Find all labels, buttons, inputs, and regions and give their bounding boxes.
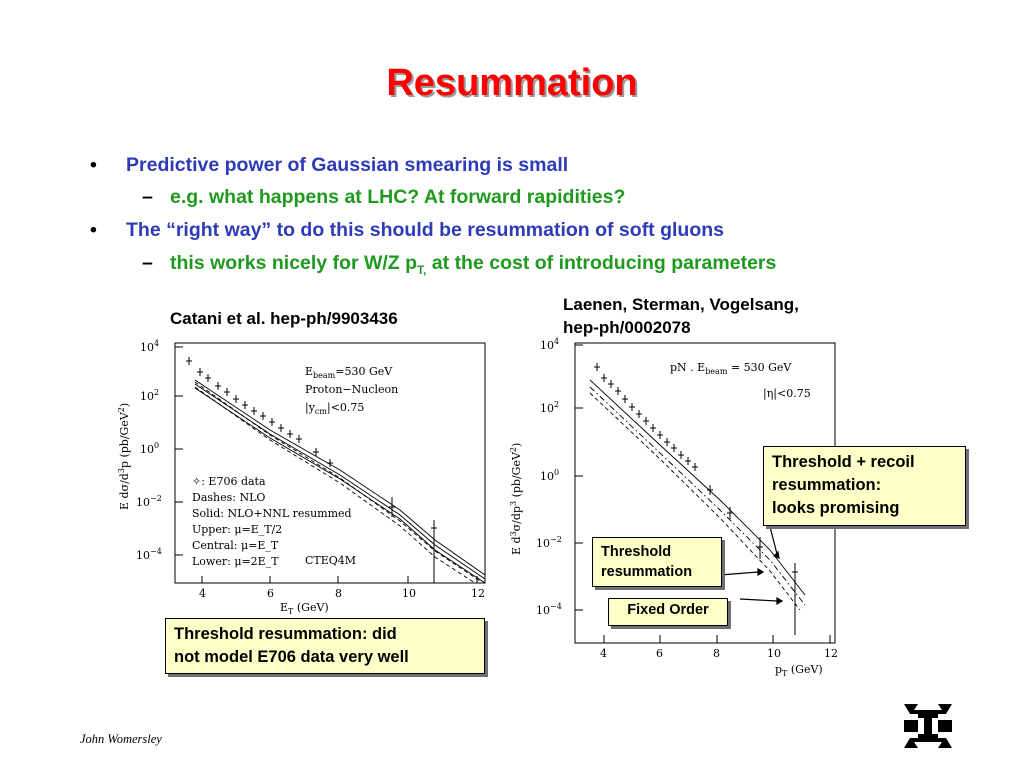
left-xtick-5: 12 [471, 587, 485, 600]
dash-mark: – [142, 186, 153, 208]
right-data-points [594, 363, 798, 635]
right-ytick-1: 104 [540, 337, 559, 352]
right-xtick-1: 4 [600, 647, 607, 660]
note-recoil-line-1: Threshold + recoil [772, 453, 915, 471]
left-xtick-1: 4 [199, 587, 206, 600]
bullet-2: • The “right way” to do this should be r… [90, 219, 725, 242]
sub-bullet-2-subscript: T, [417, 262, 427, 277]
left-ytick-4: 10−2 [136, 494, 162, 509]
note-threshold-recoil: Threshold + recoil resummation: looks pr… [763, 446, 966, 526]
right-info-eta: |η|<0.75 [763, 387, 811, 401]
left-ylabel: E dσ/d3p (pb/GeV2) [117, 403, 131, 510]
bullet-mark: • [90, 219, 97, 241]
right-annotation-arrows [719, 518, 784, 606]
note-recoil-line-2: resummation: [772, 476, 882, 494]
left-legend-upper: Upper: μ=E_T/2 [192, 523, 282, 536]
left-legend-data: ✧: E706 data [192, 475, 266, 488]
left-legend-lower: Lower: μ=2E_T [192, 555, 279, 568]
bullet-1-text: Predictive power of Gaussian smearing is… [126, 154, 569, 176]
note-threshold: Threshold resummation [592, 537, 722, 587]
left-figure-note: Threshold resummation: did not model E70… [165, 618, 485, 674]
left-xlabel: ET (GeV) [280, 601, 329, 615]
right-caption-line-1: Laenen, Sterman, Vogelsang, [563, 295, 799, 314]
left-data-points [186, 357, 437, 583]
left-info-rapidity: |ycm|<0.75 [305, 401, 364, 416]
left-legend-dashes: Dashes: NLO [192, 491, 265, 504]
sub-bullet-2-text-b: at the cost of introducing parameters [426, 252, 777, 274]
left-pdf-label: CTEQ4M [305, 554, 356, 567]
bullet-1: • Predictive power of Gaussian smearing … [90, 154, 569, 177]
sub-bullet-1: – e.g. what happens at LHC? At forward r… [142, 186, 626, 209]
note-threshold-line-2: resummation [601, 564, 693, 580]
left-info-proton: Proton−Nucleon [305, 383, 398, 396]
left-figure-plot: 104 102 100 10−2 10−4 4 6 8 10 12 ET (Ge… [117, 339, 486, 615]
bullet-2-text: The “right way” to do this should be res… [126, 219, 725, 241]
right-xtick-3: 8 [713, 647, 720, 660]
right-caption-line-2: hep-ph/0002078 [563, 318, 691, 337]
left-legend-central: Central: μ=E_T [192, 539, 279, 552]
right-xlabel: pT (GeV) [775, 663, 823, 678]
left-curves [194, 379, 486, 584]
right-curves [589, 379, 806, 611]
left-info-beam: Ebeam=530 GeV [305, 365, 393, 380]
left-ytick-2: 102 [140, 388, 159, 403]
left-xtick-2: 6 [267, 587, 274, 600]
right-ytick-4: 10−2 [536, 535, 562, 550]
left-figure-caption: Catani et al. hep-ph/9903436 [170, 309, 398, 328]
bullet-mark: • [90, 154, 97, 176]
left-ytick-1: 104 [140, 339, 159, 354]
dash-mark: – [142, 252, 153, 274]
left-ytick-3: 100 [140, 441, 159, 456]
right-ylabel: E d3σ/dp3 (pb/GeV2) [509, 443, 523, 555]
sub-bullet-2-text-a: this works nicely for W/Z p [170, 252, 418, 274]
right-xtick-2: 6 [656, 647, 663, 660]
note-recoil-line-3: looks promising [772, 499, 900, 517]
left-ytick-5: 10−4 [136, 547, 162, 562]
left-xtick-4: 10 [402, 587, 416, 600]
page-title: Resummation [386, 62, 638, 104]
sub-bullet-2: – this works nicely for W/Z pT, at the c… [142, 252, 777, 277]
left-note-line-2: not model E706 data very well [174, 648, 409, 666]
note-threshold-line-1: Threshold [601, 544, 672, 560]
left-note-line-1: Threshold resummation: did [174, 625, 397, 643]
right-xtick-5: 12 [824, 647, 838, 660]
right-ytick-5: 10−4 [536, 602, 562, 617]
right-figure-caption: Laenen, Sterman, Vogelsang, hep-ph/00020… [563, 293, 799, 339]
fermilab-logo-icon [904, 704, 952, 748]
left-xtick-3: 8 [335, 587, 342, 600]
sub-bullet-1-text: e.g. what happens at LHC? At forward rap… [170, 186, 626, 208]
right-ytick-3: 100 [540, 468, 559, 483]
left-legend-solid: Solid: NLO+NNL resummed [192, 507, 352, 520]
author-name: John Womersley [80, 732, 162, 746]
right-ytick-2: 102 [540, 400, 559, 415]
right-figure-plot: 104 102 100 10−2 10−4 4 6 8 10 12 pT (Ge… [509, 337, 838, 678]
right-info-beam: pN . Ebeam = 530 GeV [670, 361, 792, 376]
note-fixed-order: Fixed Order [608, 598, 728, 626]
right-xtick-4: 10 [767, 647, 781, 660]
